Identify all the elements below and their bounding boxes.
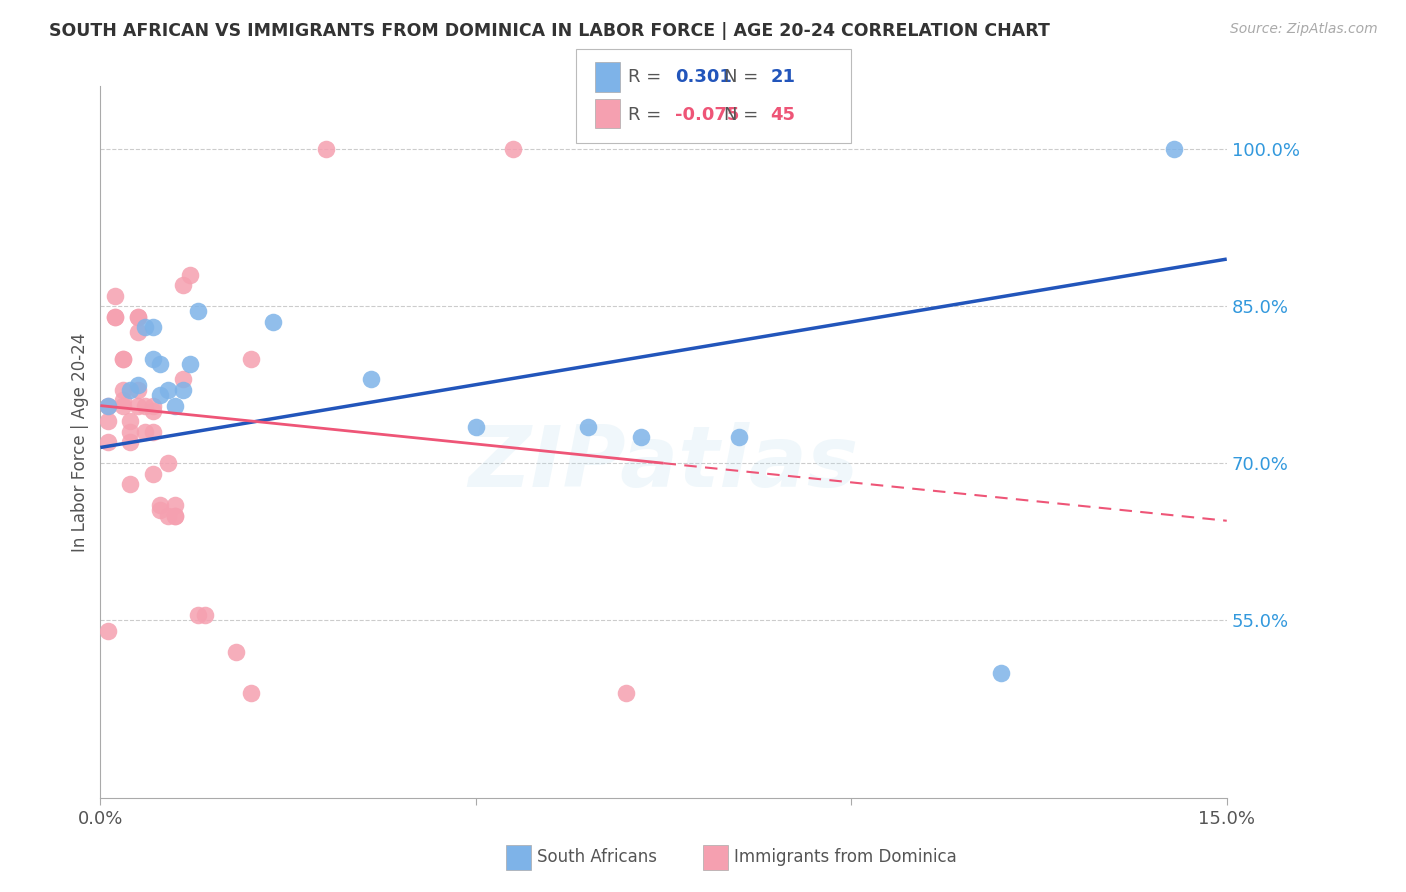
Point xyxy=(134,399,156,413)
Point xyxy=(149,498,172,512)
Text: South Africans: South Africans xyxy=(537,848,657,866)
Point xyxy=(142,467,165,481)
Point xyxy=(142,425,165,439)
Point xyxy=(97,399,120,413)
Point xyxy=(156,508,179,523)
Point xyxy=(97,435,120,450)
Text: N =: N = xyxy=(724,69,763,87)
Point xyxy=(614,686,637,700)
Point xyxy=(111,393,134,408)
Point xyxy=(142,320,165,334)
Point xyxy=(172,372,194,386)
Point xyxy=(111,351,134,366)
Point xyxy=(990,665,1012,680)
Point xyxy=(165,399,187,413)
Point xyxy=(127,399,149,413)
Point xyxy=(120,383,142,397)
Point xyxy=(120,414,142,428)
Text: 0.301: 0.301 xyxy=(675,69,731,87)
Y-axis label: In Labor Force | Age 20-24: In Labor Force | Age 20-24 xyxy=(72,333,89,552)
Point xyxy=(134,425,156,439)
Point xyxy=(179,357,201,371)
Point xyxy=(727,430,749,444)
Point xyxy=(156,383,179,397)
Point xyxy=(502,142,524,156)
Point xyxy=(172,278,194,293)
Point xyxy=(104,310,127,324)
Point xyxy=(127,383,149,397)
Point xyxy=(127,310,149,324)
Point xyxy=(179,268,201,282)
Point xyxy=(156,456,179,470)
Point xyxy=(1163,142,1185,156)
Point xyxy=(142,404,165,418)
Point xyxy=(464,419,486,434)
Point xyxy=(165,498,187,512)
Point xyxy=(239,686,262,700)
Point xyxy=(630,430,652,444)
Point xyxy=(360,372,382,386)
Point xyxy=(262,315,284,329)
Text: R =: R = xyxy=(628,105,668,123)
Point xyxy=(142,351,165,366)
Point xyxy=(149,503,172,517)
Point xyxy=(97,624,120,638)
Point xyxy=(172,383,194,397)
Point xyxy=(97,399,120,413)
Point xyxy=(127,377,149,392)
Text: 45: 45 xyxy=(770,105,796,123)
Point xyxy=(578,419,600,434)
Point xyxy=(104,310,127,324)
Text: R =: R = xyxy=(628,69,668,87)
Point xyxy=(127,326,149,340)
Point xyxy=(149,357,172,371)
Text: N =: N = xyxy=(724,105,763,123)
Point xyxy=(111,383,134,397)
Text: SOUTH AFRICAN VS IMMIGRANTS FROM DOMINICA IN LABOR FORCE | AGE 20-24 CORRELATION: SOUTH AFRICAN VS IMMIGRANTS FROM DOMINIC… xyxy=(49,22,1050,40)
Point xyxy=(165,508,187,523)
Point xyxy=(194,607,217,622)
Point xyxy=(111,351,134,366)
Point xyxy=(104,289,127,303)
Point xyxy=(149,388,172,402)
Point xyxy=(97,414,120,428)
Point xyxy=(187,607,209,622)
Point xyxy=(315,142,337,156)
Text: -0.075: -0.075 xyxy=(675,105,740,123)
Text: Source: ZipAtlas.com: Source: ZipAtlas.com xyxy=(1230,22,1378,37)
Point xyxy=(239,351,262,366)
Point xyxy=(120,425,142,439)
Point xyxy=(134,320,156,334)
Point xyxy=(120,435,142,450)
Text: Immigrants from Dominica: Immigrants from Dominica xyxy=(734,848,956,866)
Point xyxy=(127,310,149,324)
Text: ZIPatlas: ZIPatlas xyxy=(468,422,859,505)
Point xyxy=(187,304,209,318)
Point xyxy=(111,399,134,413)
Point xyxy=(142,399,165,413)
Point xyxy=(225,644,247,658)
Point xyxy=(120,477,142,491)
Point xyxy=(165,508,187,523)
Text: 21: 21 xyxy=(770,69,796,87)
